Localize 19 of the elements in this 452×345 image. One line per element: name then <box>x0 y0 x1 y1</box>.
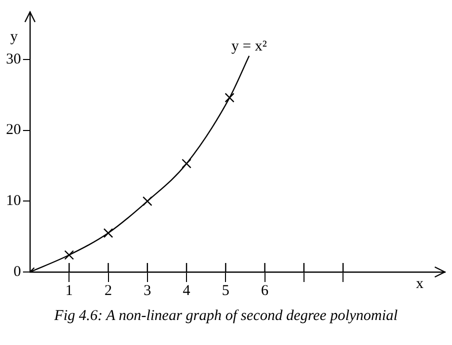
caption: Fig 4.6: A non-linear graph of second degree polynomial <box>53 308 399 325</box>
x-tick-label: 6 <box>261 282 270 299</box>
x-tick-label: 3 <box>144 282 152 299</box>
x-tick-label: 5 <box>222 282 230 299</box>
point <box>182 158 192 168</box>
x-tick-label: 2 <box>104 282 112 299</box>
y-axis-title: y <box>10 28 18 45</box>
x-tick-label: 1 <box>65 282 73 299</box>
point <box>103 228 114 238</box>
point <box>224 92 234 103</box>
point <box>142 196 152 206</box>
x-tick-label: 4 <box>182 282 191 299</box>
x-axis-title: x <box>416 276 424 292</box>
annotation: y = x² <box>231 38 268 54</box>
point <box>64 250 74 260</box>
y-tick-label: 10 <box>6 193 21 210</box>
y-tick-label: 20 <box>6 122 21 138</box>
y-tick-label: 0 <box>14 264 21 280</box>
y-tick-label: 30 <box>6 51 21 68</box>
